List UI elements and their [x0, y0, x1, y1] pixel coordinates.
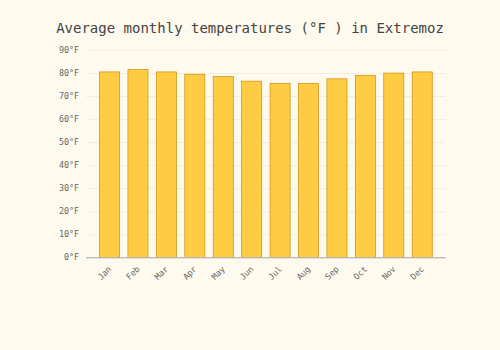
html-text:Average monthly temperatures (: Average monthly temperatures (°F ) in Ex…: [56, 20, 444, 36]
svg-text:Oct: Oct: [351, 264, 369, 282]
svg-text:Jun: Jun: [238, 264, 256, 282]
svg-text:60°F: 60°F: [59, 114, 79, 124]
svg-text:20°F: 20°F: [59, 206, 79, 216]
svg-text:Mar: Mar: [152, 264, 170, 282]
svg-text:30°F: 30°F: [59, 183, 79, 193]
svg-text:Jul: Jul: [266, 264, 284, 282]
svg-text:Dec: Dec: [408, 264, 426, 282]
svg-text:Nov: Nov: [380, 264, 398, 282]
svg-text:80°F: 80°F: [59, 68, 79, 78]
svg-text:May: May: [209, 264, 227, 282]
svg-text:Apr: Apr: [181, 264, 199, 282]
svg-text:Feb: Feb: [124, 264, 142, 282]
svg-text:90°F: 90°F: [59, 45, 79, 55]
svg-text:40°F: 40°F: [59, 160, 79, 170]
svg-text:Aug: Aug: [294, 264, 312, 282]
svg-text:0°F: 0°F: [64, 252, 79, 262]
svg-text:Sep: Sep: [323, 264, 341, 282]
svg-text:10°F: 10°F: [59, 229, 79, 239]
svg-text:Jan: Jan: [96, 264, 114, 282]
svg-text:50°F: 50°F: [59, 137, 79, 147]
svg-text:70°F: 70°F: [59, 91, 79, 101]
